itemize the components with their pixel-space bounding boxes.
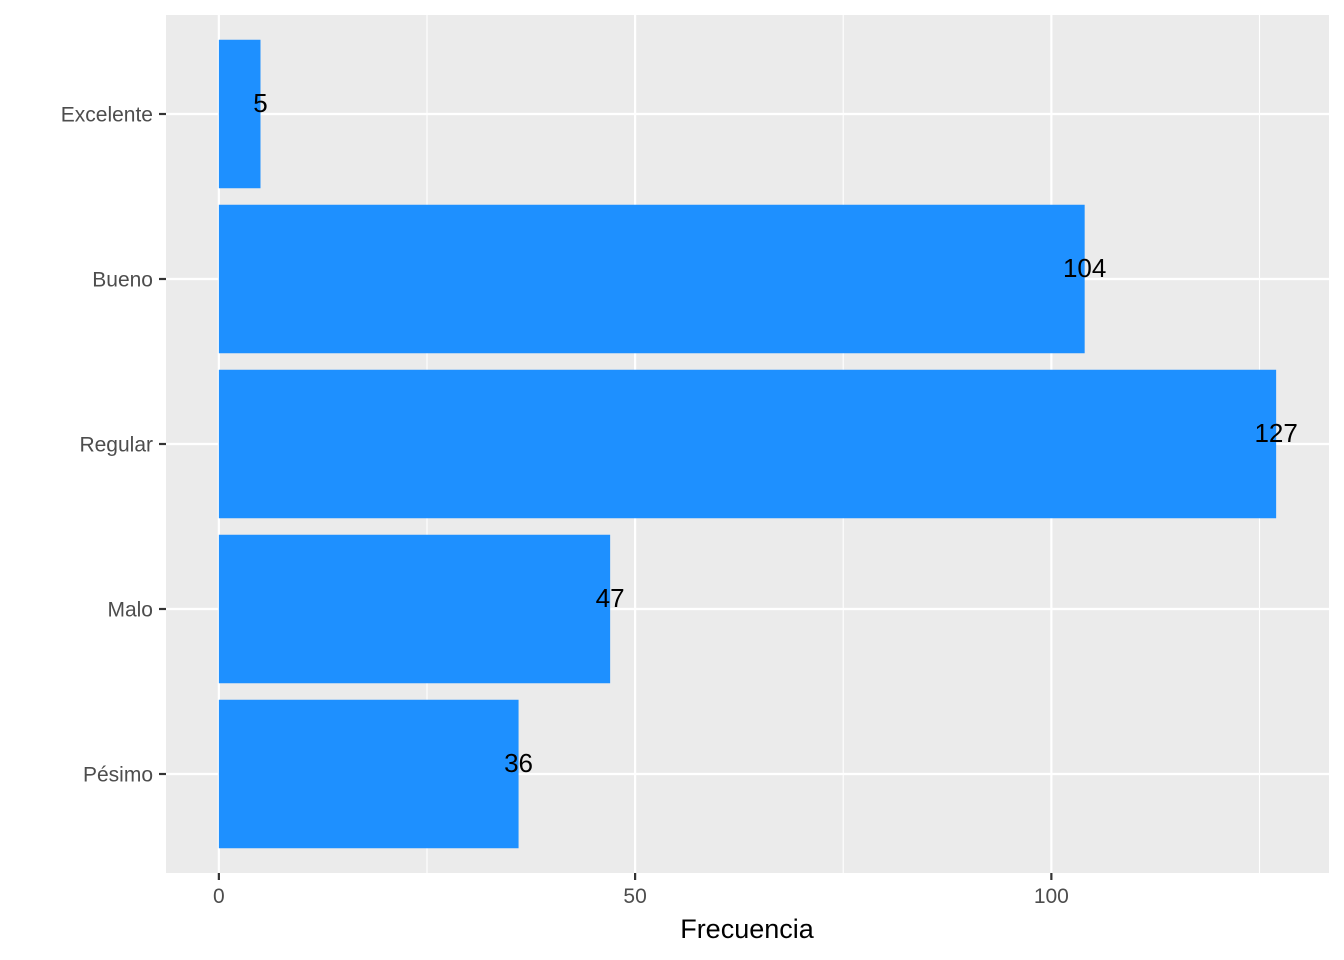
data-label: 36 [504, 748, 533, 778]
bar-excelente [218, 39, 261, 189]
bars [218, 39, 1277, 849]
y-tick-label: Bueno [92, 269, 153, 292]
bar-pesimo [218, 699, 519, 849]
y-tick-label: Pésimo [83, 764, 153, 787]
data-labels: 5 104 127 47 36 [253, 88, 1298, 778]
x-tick-label: 100 [1034, 885, 1069, 908]
y-tick-label: Excelente [61, 104, 153, 127]
data-label: 5 [253, 88, 267, 118]
bar-bueno [218, 204, 1085, 354]
data-label: 104 [1063, 253, 1106, 283]
x-axis-title: Frecuencia [680, 914, 815, 944]
x-tick-label: 0 [213, 885, 225, 908]
y-tick-label: Malo [107, 599, 153, 622]
bar-regular [218, 369, 1277, 519]
y-axis: Excelente Bueno Regular Malo Pésimo [61, 104, 166, 787]
data-label: 127 [1254, 418, 1297, 448]
data-label: 47 [596, 583, 625, 613]
bar-malo [218, 534, 611, 684]
y-tick-label: Regular [79, 434, 153, 457]
x-axis: 0 50 100 [213, 873, 1069, 908]
x-tick-label: 50 [623, 885, 646, 908]
